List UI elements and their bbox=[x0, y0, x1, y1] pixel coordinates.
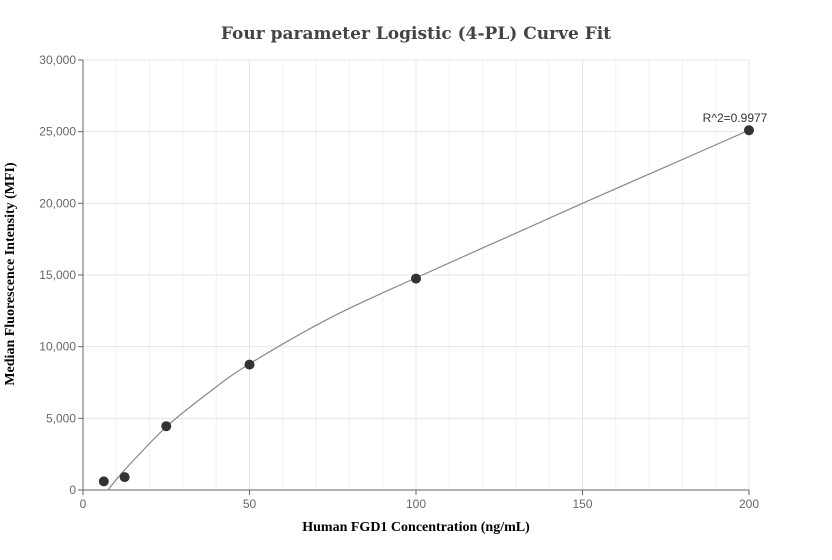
data-point[interactable] bbox=[244, 359, 255, 370]
x-tick-label: 200 bbox=[739, 497, 759, 511]
x-axis-title: Human FGD1 Concentration (ng/mL) bbox=[302, 520, 530, 535]
data-points bbox=[98, 125, 754, 487]
y-tick-label: 0 bbox=[69, 483, 76, 497]
x-tick-label: 100 bbox=[406, 497, 426, 511]
y-tick-label: 15,000 bbox=[39, 268, 76, 282]
data-point[interactable] bbox=[98, 476, 109, 487]
r-squared-annotation: R^2=0.9977 bbox=[703, 111, 768, 125]
fit-curve bbox=[107, 129, 750, 491]
fit-curve-layer bbox=[107, 129, 750, 491]
y-tick-label: 20,000 bbox=[39, 196, 76, 210]
y-tick-label: 10,000 bbox=[39, 340, 76, 354]
y-tick-label: 25,000 bbox=[39, 125, 76, 139]
data-point[interactable] bbox=[161, 421, 172, 432]
y-tick-label: 5,000 bbox=[46, 411, 76, 425]
axes: 0 50 100 150 200 0 5,000 10,000 15,000 20,000 25,0… bbox=[39, 53, 759, 511]
x-tick-label: 150 bbox=[572, 497, 592, 511]
data-point[interactable] bbox=[411, 273, 421, 284]
x-tick-label: 0 bbox=[80, 497, 87, 511]
x-tick-label: 50 bbox=[243, 497, 257, 511]
y-tick-label: 30,000 bbox=[39, 53, 76, 67]
data-point[interactable] bbox=[744, 125, 754, 136]
chart-title: Four parameter Logistic (4-PL) Curve Fit bbox=[221, 24, 611, 44]
data-point[interactable] bbox=[119, 472, 130, 483]
y-axis-title: Median Fluorescence Intensity (MFI) bbox=[3, 162, 18, 386]
